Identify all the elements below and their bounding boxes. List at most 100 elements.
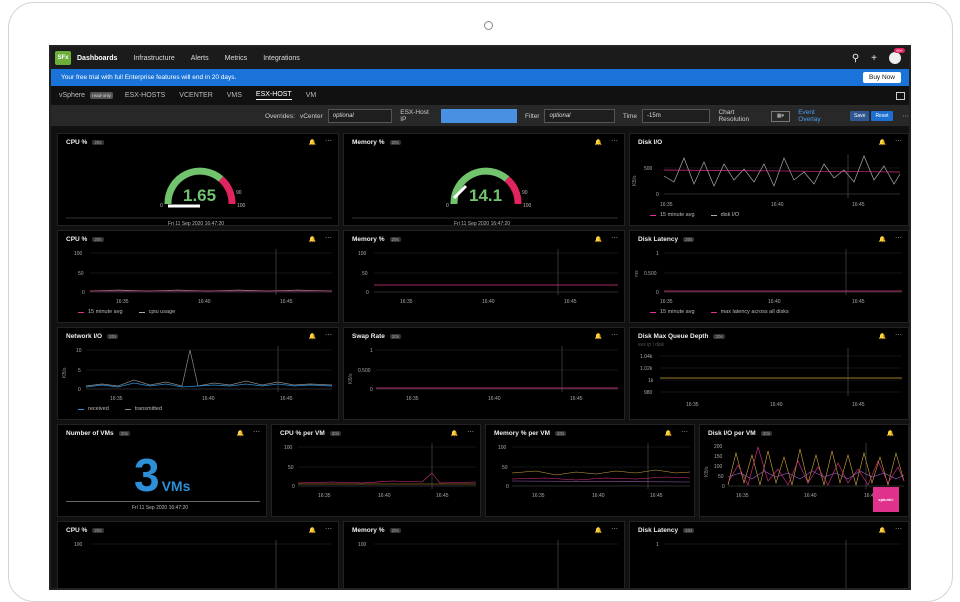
vcenter-input[interactable]: optional bbox=[327, 109, 393, 123]
tab-vcenter[interactable]: VCENTER bbox=[179, 92, 213, 99]
more-icon[interactable]: ⋯ bbox=[467, 429, 474, 436]
save-button[interactable]: Save bbox=[850, 111, 870, 121]
disk-io-chart: KB/s 500 0 16:35 16:40 16:45 bbox=[632, 154, 901, 208]
buy-now-button[interactable]: Buy Now bbox=[862, 72, 901, 83]
bell-icon[interactable]: 🔔 bbox=[878, 237, 886, 243]
bell-icon[interactable]: 🔔 bbox=[878, 334, 886, 340]
app-logo[interactable]: SFx bbox=[55, 51, 71, 65]
legend-item[interactable]: received bbox=[78, 406, 109, 412]
bell-icon[interactable]: 🔔 bbox=[886, 431, 894, 437]
bell-icon[interactable]: 🔔 bbox=[878, 528, 886, 534]
more-icon[interactable]: ⋯ bbox=[895, 138, 902, 145]
tab-vms[interactable]: VMS bbox=[226, 92, 242, 99]
layout-icon[interactable] bbox=[896, 91, 905, 100]
tab-vm[interactable]: VM bbox=[305, 92, 317, 99]
more-icon[interactable]: ⋯ bbox=[325, 526, 332, 533]
swap-rate-chart: KB/s 1 0.500 0 16:35 16:40 16:45 bbox=[348, 346, 618, 402]
nav-integrations[interactable]: Integrations bbox=[263, 54, 300, 62]
panel-disk-io: Disk I/O 🔔 ⋯ KB/s 500 0 16:35 16:40 16:45… bbox=[629, 133, 909, 226]
disk-latency-chart: ms 1 0.500 0 16:35 16:40 16:45 bbox=[634, 249, 902, 305]
more-icon[interactable]: ⋯ bbox=[325, 138, 332, 145]
bell-icon[interactable]: 🔔 bbox=[594, 334, 602, 340]
bell-icon[interactable]: 🔔 bbox=[664, 431, 672, 437]
legend-item[interactable]: 15 minute avg bbox=[650, 212, 695, 218]
search-icon[interactable]: ⚲ bbox=[851, 52, 860, 64]
resolution-badge: 20s bbox=[107, 334, 119, 339]
nav-dashboards[interactable]: Dashboards bbox=[77, 54, 118, 62]
reset-button[interactable]: Reset bbox=[871, 111, 893, 121]
event-overlay-link[interactable]: Event Overlay bbox=[798, 109, 821, 123]
disk-latency-bottom-chart: 1 bbox=[656, 540, 902, 588]
chart-resolution-select[interactable]: ▦▾ bbox=[770, 110, 791, 122]
more-icon[interactable]: ⋯ bbox=[895, 526, 902, 533]
readonly-badge: read-only bbox=[90, 92, 113, 99]
esxhost-ip-input[interactable] bbox=[440, 109, 518, 123]
y-tick: 0.500 bbox=[358, 368, 371, 374]
bell-icon[interactable]: 🔔 bbox=[308, 237, 316, 243]
panel-title: CPU % per VM 20s bbox=[280, 430, 342, 437]
resolution-badge: 20s bbox=[389, 528, 401, 533]
memory-bottom-chart: 100 bbox=[358, 540, 618, 588]
legend-item[interactable]: max latency across all disks bbox=[710, 309, 789, 315]
more-icon[interactable]: ⋯ bbox=[611, 526, 618, 533]
y-unit: KB/s bbox=[632, 175, 638, 186]
tab-esx-host[interactable]: ESX-HOST bbox=[255, 91, 292, 100]
bell-icon[interactable]: 🔔 bbox=[878, 140, 886, 146]
more-icon[interactable]: ⋯ bbox=[611, 138, 618, 145]
x-tick: 16:40 bbox=[198, 299, 211, 305]
avatar[interactable]: 99+ bbox=[889, 48, 905, 64]
legend-item[interactable]: 15 minute avg bbox=[78, 309, 123, 315]
legend-item[interactable]: disk I/O bbox=[710, 212, 739, 218]
cpu-per-vm-chart: 100 50 0 16:35 16:40 16:45 bbox=[284, 443, 477, 499]
panel-memory-bottom: Memory % 20s 🔔 ⋯ 100 bbox=[343, 521, 625, 588]
y-tick: 5 bbox=[78, 368, 81, 374]
disk-io-per-vm-chart: KB/s 200 150 100 50 0 16:35 16:40 16:45 bbox=[704, 443, 905, 499]
splunk-logo[interactable]: splunk> bbox=[873, 487, 899, 512]
time-input[interactable]: -15m bbox=[642, 109, 711, 123]
more-icon[interactable]: ⋯ bbox=[895, 332, 902, 339]
x-tick: 16:45 bbox=[436, 493, 449, 499]
bell-icon[interactable]: 🔔 bbox=[308, 334, 316, 340]
tab-vsphere[interactable]: vSphere bbox=[59, 92, 86, 99]
more-icon[interactable]: ⋯ bbox=[325, 235, 332, 242]
bell-icon[interactable]: 🔔 bbox=[308, 140, 316, 146]
x-tick: 16:40 bbox=[592, 493, 605, 499]
bell-icon[interactable]: 🔔 bbox=[308, 528, 316, 534]
gauge-max: 100 bbox=[523, 203, 532, 209]
y-tick: 1.02k bbox=[640, 366, 653, 372]
legend-item[interactable]: 15 minute avg bbox=[650, 309, 695, 315]
more-icon[interactable]: ⋯ bbox=[611, 332, 618, 339]
y-tick: 50 bbox=[362, 271, 368, 277]
bell-icon[interactable]: 🔔 bbox=[594, 140, 602, 146]
more-icon[interactable]: ⋯ bbox=[895, 235, 902, 242]
bell-icon[interactable]: 🔔 bbox=[236, 431, 244, 437]
y-tick: 0 bbox=[506, 484, 509, 490]
nav-alerts[interactable]: Alerts bbox=[190, 54, 209, 62]
y-tick: 100 bbox=[714, 464, 723, 470]
nav-metrics[interactable]: Metrics bbox=[224, 54, 248, 62]
vm-count: 3 bbox=[134, 449, 160, 501]
more-icon[interactable]: ⋯ bbox=[611, 235, 618, 242]
tab-esx-hosts[interactable]: ESX-HOSTS bbox=[124, 92, 166, 99]
add-icon[interactable]: + bbox=[871, 52, 877, 64]
y-tick: 50 bbox=[78, 271, 84, 277]
panel-memory-gauge: Memory % 20s 🔔 ⋯ 0 90 100 14.1 Fri 11 Sep … bbox=[343, 133, 625, 227]
more-icon[interactable]: ⋯ bbox=[681, 429, 688, 436]
bell-icon[interactable]: 🔔 bbox=[594, 528, 602, 534]
y-tick: 0 bbox=[82, 290, 85, 296]
timestamp: Fri 11 Sep 2020 16:47:20 bbox=[132, 505, 189, 511]
resolution-badge: 20s bbox=[329, 431, 342, 436]
x-tick: 16:35 bbox=[110, 396, 123, 402]
more-icon[interactable]: ⋯ bbox=[325, 332, 332, 339]
bell-icon[interactable]: 🔔 bbox=[450, 431, 458, 437]
nav-infrastructure[interactable]: Infrastructure bbox=[133, 54, 175, 62]
legend-item[interactable]: cpiu usage bbox=[138, 309, 175, 315]
y-tick: 0 bbox=[656, 290, 659, 296]
time-label: Time bbox=[622, 112, 638, 120]
more-icon[interactable]: ⋯ bbox=[902, 113, 910, 120]
filter-input[interactable]: optional bbox=[544, 109, 615, 123]
bell-icon[interactable]: 🔔 bbox=[594, 237, 602, 243]
panel-disk-latency: Disk Latency 20s 🔔 ⋯ ms 1 0.500 0 16:35 16… bbox=[629, 230, 909, 323]
more-icon[interactable]: ⋯ bbox=[253, 429, 260, 436]
legend-item[interactable]: transmitted bbox=[124, 406, 162, 412]
